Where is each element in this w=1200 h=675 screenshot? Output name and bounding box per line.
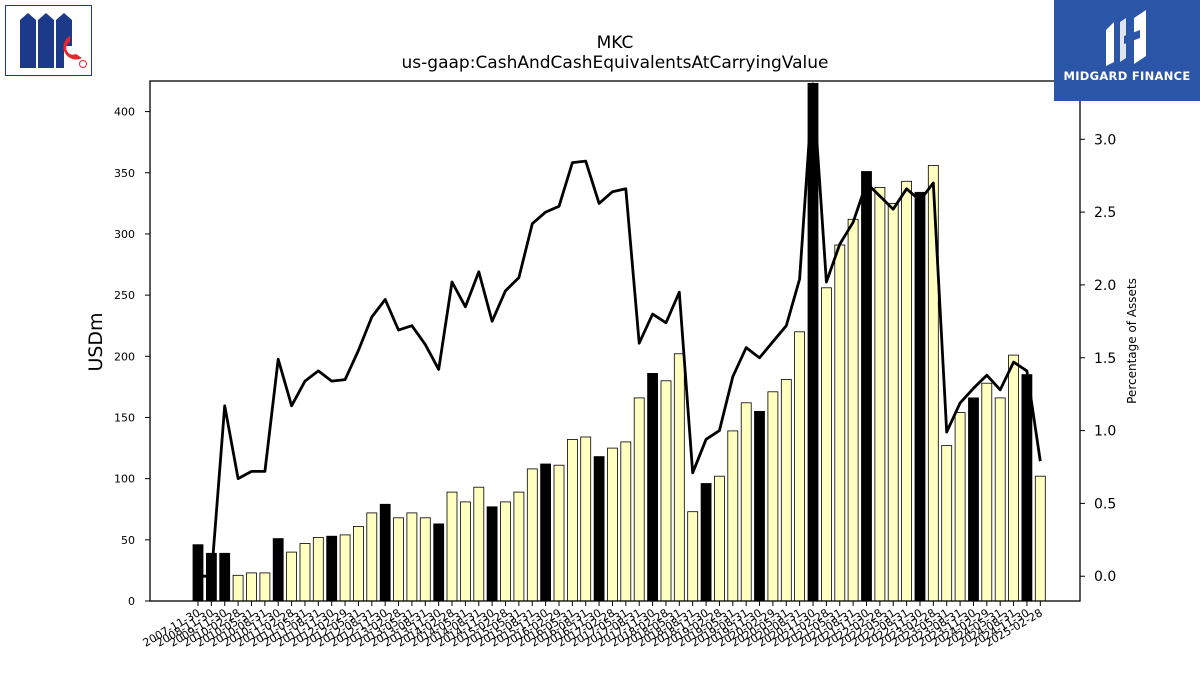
bar bbox=[981, 382, 993, 602]
bar bbox=[647, 372, 658, 602]
bar bbox=[246, 572, 257, 602]
y2-tick-label: 1.0 bbox=[1094, 424, 1116, 440]
bar bbox=[633, 397, 645, 602]
bar bbox=[780, 379, 792, 602]
y2-axis-label: Percentage of Assets bbox=[1125, 278, 1139, 404]
bar bbox=[272, 538, 284, 602]
bar bbox=[607, 447, 618, 602]
bar bbox=[580, 436, 592, 602]
bar bbox=[620, 441, 632, 602]
bar bbox=[446, 491, 458, 602]
bar bbox=[486, 506, 498, 602]
mccormick-logo bbox=[5, 5, 92, 76]
bar bbox=[794, 331, 805, 602]
bar bbox=[500, 501, 511, 602]
bar bbox=[954, 412, 966, 602]
y-tick-label: 0 bbox=[128, 595, 135, 608]
y-tick-label: 400 bbox=[114, 106, 135, 119]
bar bbox=[740, 402, 752, 602]
bar bbox=[259, 572, 271, 602]
bar bbox=[393, 517, 404, 602]
chart-subtitle: us-gaap:CashAndCashEquivalentsAtCarrying… bbox=[402, 53, 829, 73]
bar bbox=[821, 287, 832, 602]
y-tick-label: 150 bbox=[114, 411, 135, 424]
bar bbox=[807, 83, 819, 602]
y-tick-label: 50 bbox=[121, 534, 135, 547]
bar bbox=[379, 503, 391, 602]
bar bbox=[553, 464, 565, 602]
bar bbox=[1034, 475, 1046, 602]
y2-tick-label: 0.5 bbox=[1094, 496, 1116, 512]
bar bbox=[540, 463, 551, 602]
x-axis: 2007-11-302008-11-302009-11-302010-02-28… bbox=[141, 601, 1045, 650]
bar bbox=[433, 523, 445, 602]
bar bbox=[727, 430, 739, 602]
bar bbox=[901, 180, 912, 602]
y2-tick-label: 0.0 bbox=[1094, 569, 1116, 585]
y-axis-left: 0 50 100 150 200 250 300 350 400 bbox=[114, 106, 150, 608]
bar bbox=[473, 486, 485, 602]
bar bbox=[754, 410, 765, 602]
bar bbox=[861, 171, 872, 602]
bar bbox=[192, 544, 204, 602]
y-tick-label: 200 bbox=[114, 350, 135, 363]
bar bbox=[312, 537, 324, 602]
bar bbox=[914, 191, 926, 602]
bar bbox=[593, 456, 605, 602]
bar bbox=[700, 483, 712, 602]
bar bbox=[660, 380, 672, 602]
y-tick-label: 350 bbox=[114, 167, 135, 180]
midgard-finance-logo: MIDGARD FINANCE bbox=[1054, 0, 1200, 101]
y-tick-label: 100 bbox=[114, 473, 135, 486]
bar bbox=[714, 475, 725, 602]
series-line bbox=[198, 82, 1042, 578]
mccormick-logo-mark bbox=[20, 13, 87, 68]
plot-area-frame bbox=[149, 80, 1081, 602]
y2-tick-label: 2.5 bbox=[1094, 205, 1116, 221]
midgard-finance-text: MIDGARD FINANCE bbox=[1063, 69, 1191, 83]
bar bbox=[232, 574, 244, 602]
y2-tick-label: 1.5 bbox=[1094, 351, 1116, 367]
bar bbox=[366, 512, 378, 602]
bar bbox=[1008, 354, 1019, 602]
y-axis-right: 0.0 0.5 1.0 1.5 2.0 2.5 3.0 bbox=[1080, 132, 1116, 585]
bar bbox=[994, 397, 1006, 602]
bar bbox=[567, 439, 578, 602]
bar bbox=[968, 397, 979, 602]
bar bbox=[219, 552, 231, 602]
bar bbox=[419, 517, 431, 602]
bar bbox=[286, 551, 298, 602]
bar bbox=[326, 535, 338, 602]
bar bbox=[834, 244, 846, 602]
bar bbox=[459, 501, 471, 602]
y2-tick-label: 3.0 bbox=[1094, 132, 1116, 148]
chart-title: MKC bbox=[597, 33, 634, 53]
midgard-finance-icon bbox=[1106, 10, 1146, 66]
bar bbox=[687, 511, 699, 602]
y2-tick-label: 2.0 bbox=[1094, 278, 1116, 294]
y-axis-label: USDm bbox=[85, 312, 107, 371]
bar bbox=[887, 202, 899, 602]
bar bbox=[526, 468, 538, 602]
bar bbox=[767, 391, 779, 602]
bar bbox=[874, 186, 886, 602]
bar bbox=[406, 512, 418, 602]
bar bbox=[941, 445, 953, 602]
bar bbox=[847, 218, 859, 602]
bar bbox=[513, 491, 525, 602]
line-series bbox=[198, 82, 1042, 578]
bar bbox=[673, 353, 685, 602]
y-tick-label: 250 bbox=[114, 289, 135, 302]
bar bbox=[1021, 374, 1033, 602]
bar bbox=[339, 534, 351, 602]
bar bbox=[352, 526, 364, 602]
bar bbox=[299, 543, 311, 602]
bar-series bbox=[192, 83, 1046, 602]
y-tick-label: 300 bbox=[114, 228, 135, 241]
